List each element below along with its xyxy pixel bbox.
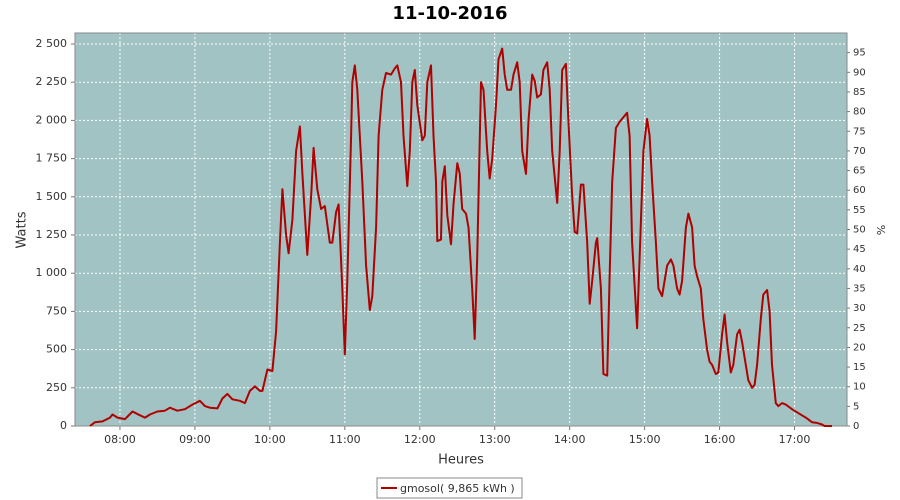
y-tick-label: 2 000 bbox=[36, 113, 68, 126]
x-tick-label: 13:00 bbox=[479, 433, 511, 446]
chart-title: 11-10-2016 bbox=[392, 3, 507, 24]
y2-axis-label: % bbox=[875, 225, 888, 235]
y-tick-label: 1 250 bbox=[36, 228, 68, 241]
y2-tick-label: 0 bbox=[853, 421, 859, 432]
y2-tick-label: 5 bbox=[853, 401, 859, 412]
x-tick-label: 16:00 bbox=[704, 433, 736, 446]
y2-tick-label: 95 bbox=[853, 48, 866, 59]
data-line bbox=[89, 47, 832, 427]
y2-tick-label: 15 bbox=[853, 362, 866, 373]
x-tick-label: 17:00 bbox=[779, 433, 811, 446]
y2-tick-label: 25 bbox=[853, 323, 866, 334]
y2-tick-label: 20 bbox=[853, 342, 866, 353]
y-tick-label: 0 bbox=[60, 419, 67, 432]
y-tick-label: 1 750 bbox=[36, 152, 68, 165]
y2-tick-label: 70 bbox=[853, 146, 866, 157]
y-tick-label: 500 bbox=[46, 343, 67, 356]
y2-tick-label: 85 bbox=[853, 87, 866, 98]
x-tick-label: 15:00 bbox=[629, 433, 661, 446]
y-tick-label: 1 500 bbox=[36, 190, 68, 203]
y-axis-label: Watts bbox=[15, 211, 30, 248]
x-axis-label: Heures bbox=[438, 453, 484, 468]
y-tick-label: 2 500 bbox=[36, 37, 68, 50]
y-tick-label: 750 bbox=[46, 304, 67, 317]
legend-box bbox=[376, 477, 523, 499]
y2-tick-label: 10 bbox=[853, 382, 866, 393]
x-tick-label: 11:00 bbox=[329, 433, 361, 446]
plot-border bbox=[74, 32, 848, 427]
y2-tick-label: 35 bbox=[853, 283, 866, 294]
y2-tick-label: 45 bbox=[853, 244, 866, 255]
x-tick-label: 12:00 bbox=[404, 433, 436, 446]
y2-tick-label: 65 bbox=[853, 166, 866, 177]
x-tick-label: 10:00 bbox=[254, 433, 286, 446]
y2-tick-label: 90 bbox=[853, 67, 866, 78]
x-tick-label: 09:00 bbox=[179, 433, 211, 446]
y2-tick-label: 30 bbox=[853, 303, 866, 314]
y2-tick-label: 55 bbox=[853, 205, 866, 216]
y2-tick-label: 75 bbox=[853, 126, 866, 137]
y-tick-label: 2 250 bbox=[36, 75, 68, 88]
legend-label: gmosol( 9,865 kWh ) bbox=[400, 482, 515, 495]
y2-tick-label: 80 bbox=[853, 107, 866, 118]
y-tick-label: 1 000 bbox=[36, 266, 68, 279]
y-tick-label: 250 bbox=[46, 381, 67, 394]
y2-tick-label: 60 bbox=[853, 185, 866, 196]
y2-tick-label: 50 bbox=[853, 225, 866, 236]
x-tick-label: 08:00 bbox=[104, 433, 136, 446]
x-tick-label: 14:00 bbox=[554, 433, 586, 446]
plot-area bbox=[75, 33, 847, 426]
y2-tick-label: 40 bbox=[853, 264, 866, 275]
